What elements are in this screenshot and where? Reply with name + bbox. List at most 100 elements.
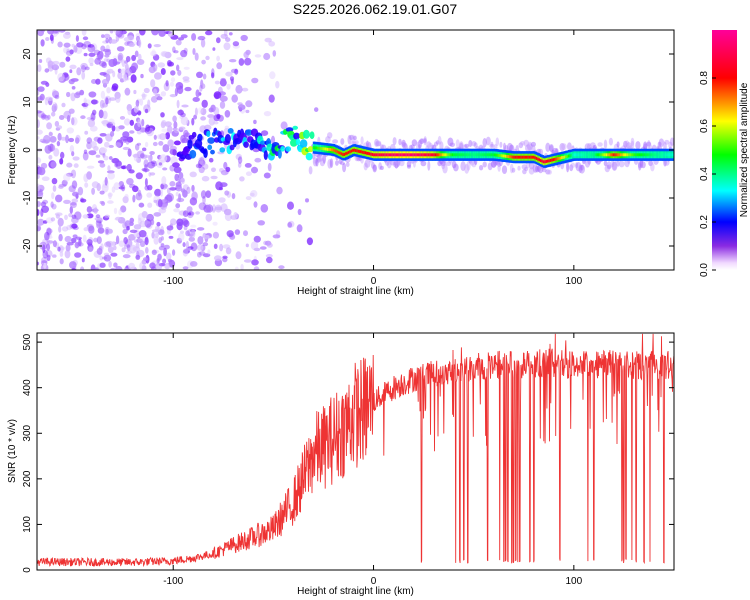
spectrogram-noise-cell [234, 229, 241, 235]
spectrogram-band-core [332, 148, 336, 152]
spectrogram-noise-cell [144, 108, 149, 114]
spectrogram-noise-cell [47, 143, 56, 152]
spectrogram-halo-cell [371, 161, 375, 169]
spectrogram-noise-cell [106, 68, 114, 74]
spectrogram-halo-cell [626, 142, 632, 149]
spectrogram-noise-cell [54, 103, 58, 111]
spectrogram-noise-cell [45, 233, 53, 237]
spectrogram-noise-cell [229, 76, 235, 82]
spectrogram-band-core [502, 154, 505, 158]
spectrogram-noise-cell [120, 136, 129, 141]
spectrogram-noise-cell [96, 236, 102, 245]
spectrogram-halo-cell [338, 158, 343, 165]
spectrogram-noise-cell [103, 155, 109, 161]
spectrogram-noise-cell [175, 39, 182, 46]
spectrogram-noise-cell [77, 186, 84, 196]
spectrogram-noise-cell [71, 198, 79, 204]
spectrogram-band-core [667, 153, 671, 157]
spectrogram-halo-cell [517, 165, 521, 171]
spectrogram-noise-cell [222, 244, 231, 249]
spectrogram-noise-cell [108, 144, 114, 148]
spectrogram-band-core [570, 153, 574, 157]
spectrogram-noise-cell [158, 162, 163, 166]
spectrogram-halo-cell [460, 161, 466, 172]
spectrogram-halo-cell [441, 159, 446, 170]
spectrogram-halo-cell [437, 135, 442, 145]
spectrogram-noise-cell [111, 83, 119, 91]
spectrogram-noise-cell [69, 201, 77, 209]
spectrogram-noise-cell [42, 244, 46, 254]
spectrogram-halo-cell [401, 142, 406, 146]
spectrogram-noise-cell [116, 31, 125, 36]
spectrogram-noise-cell [181, 104, 189, 108]
spectrogram-halo-cell [340, 138, 345, 145]
spectrogram-band-core [486, 153, 490, 157]
spectrogram-noise-cell [129, 229, 138, 233]
spectrogram-halo-cell [322, 154, 326, 164]
spectrogram-halo-cell [393, 160, 397, 167]
spectrogram-noise-cell [126, 178, 134, 185]
spectrogram-noise-cell [144, 219, 152, 228]
spectrogram-noise-cell [141, 211, 148, 218]
spectrogram-noise-cell [198, 202, 207, 211]
spectrogram-noise-cell [224, 125, 229, 130]
spectrogram-halo-cell [455, 139, 460, 148]
spectrogram-noise-cell [150, 79, 156, 88]
spectrogram-noise-cell [231, 94, 238, 103]
spectrogram-halo-cell [363, 162, 368, 171]
spectrogram-noise-cell [211, 167, 216, 173]
spectrogram-band-core [538, 158, 542, 162]
spectrogram-noise-cell [58, 30, 66, 33]
spectrogram-noise-cell [202, 73, 207, 80]
spectrogram-noise-cell [100, 201, 106, 206]
spectrogram-band-core [324, 147, 327, 151]
spectrogram-noise-cell [43, 262, 47, 269]
spectrogram-noise-cell [71, 223, 78, 229]
spectrogram-noise-cell [66, 114, 71, 123]
spectrogram-noise-cell [74, 252, 82, 258]
spectrogram-band-core [510, 155, 514, 159]
spectrogram-noise-cell [88, 52, 96, 57]
spectrogram-halo-cell [528, 161, 535, 170]
spectrogram-noise-cell [190, 224, 197, 228]
spectrogram-noise-cell [86, 171, 92, 180]
spectrogram-noise-cell [101, 120, 109, 125]
spectrogram-noise-cell [102, 40, 110, 44]
spectrogram-noise-cell [90, 43, 98, 51]
spectrogram-noise-cell [240, 34, 248, 42]
spectrogram-noise-cell [75, 236, 82, 240]
spectrogram-noise-cell [61, 102, 66, 108]
spectrogram-halo-cell [312, 157, 318, 167]
spectrogram-band-core [572, 153, 575, 157]
spectrogram-band-core [345, 152, 348, 156]
spectrogram-noise-cell [86, 239, 93, 245]
spectrogram-band-core [635, 153, 638, 157]
spectrogram-noise-cell [251, 259, 259, 266]
spectrogram-band-core [411, 153, 414, 157]
spectrogram-noise-cell [126, 136, 134, 143]
spectrogram-band-core [655, 153, 658, 157]
spectrogram-band-core [666, 153, 669, 157]
spectrogram-noise-cell [76, 42, 84, 48]
spectrogram-noise-cell [177, 37, 185, 41]
snr-x-tick-label: -100 [163, 576, 183, 587]
spectrogram-noise-cell [233, 212, 238, 219]
spectrogram-noise-cell [235, 84, 243, 94]
spectrogram-noise-cell [225, 71, 233, 77]
colorbar-tick-label: 0.8 [699, 71, 710, 85]
spectrogram-halo-cell [569, 164, 574, 172]
spectrogram-band-core [565, 155, 568, 159]
spectrogram-band-core [617, 153, 620, 157]
spectrogram-ridge-cell [285, 146, 292, 152]
spectrogram-noise-cell [167, 31, 175, 38]
spectrogram-band-core [597, 153, 601, 157]
spectrogram-halo-cell [360, 157, 364, 164]
spectrogram-noise-cell [37, 64, 42, 72]
spectrogram-noise-cell [205, 55, 210, 61]
spectrogram-band-core [469, 153, 473, 157]
spectrogram-noise-cell [69, 261, 77, 269]
spectrogram-ridge-cell [302, 129, 310, 139]
spectrogram-noise-cell [57, 217, 64, 227]
spectrogram-band-core [503, 154, 507, 158]
spectrogram-noise-cell [129, 130, 135, 134]
